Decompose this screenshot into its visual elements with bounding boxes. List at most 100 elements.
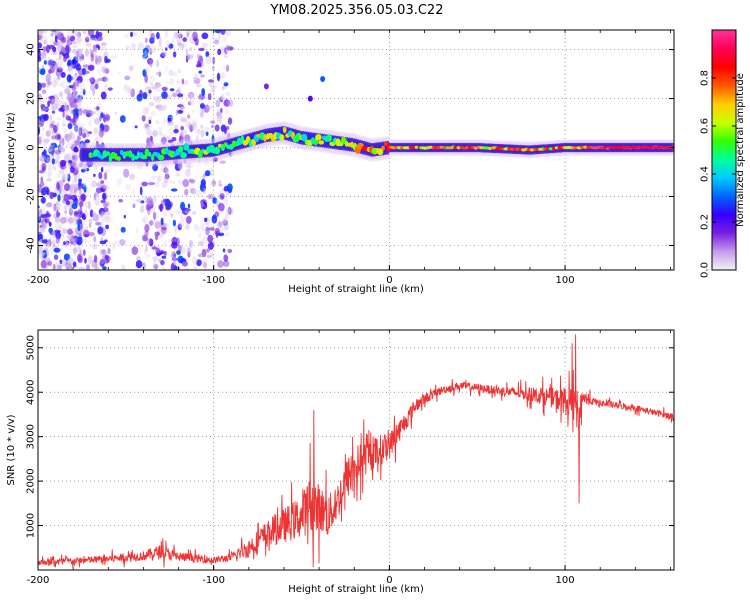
spectrogram-scatter-point [148, 116, 152, 121]
spectrogram-scatter-point [68, 97, 75, 103]
spectrogram-scatter-point [44, 203, 51, 208]
spectrogram-scatter-point [75, 141, 81, 146]
spectrogram-scatter-point [89, 37, 96, 42]
spectrogram-scatter-point [73, 214, 80, 222]
spectrogram-scatter-point [50, 33, 54, 37]
spectrogram-scatter-point [225, 92, 231, 96]
spectrogram-scatter-point [201, 60, 204, 66]
spectrogram-scatter-point [76, 49, 82, 55]
spectrogram-scatter-point [66, 234, 73, 240]
spectrogram-scatter-point [165, 168, 170, 177]
spectrogram-scatter-point [180, 258, 187, 264]
spectrogram-scatter-point [227, 207, 234, 216]
spectrogram-scatter-point [161, 86, 168, 92]
spectrogram-scatter-point [203, 265, 207, 270]
spectrogram-scatter-point [79, 201, 84, 208]
spectrogram-scatter-point [181, 44, 185, 49]
spectrogram-scatter-point [64, 164, 69, 173]
spectrogram-scatter-point [198, 47, 205, 52]
spectrogram-scatter-point [56, 122, 60, 131]
spectrogram-scatter-point [154, 82, 161, 88]
spectrogram-scatter-point [175, 89, 181, 94]
spectrogram-ridge-core [282, 126, 287, 134]
spectrogram-scatter-point [55, 201, 60, 205]
spectrogram-scatter-point [183, 267, 190, 270]
spectrogram-scatter-point [145, 105, 150, 113]
spectrogram-scatter-point [64, 210, 67, 215]
spectrogram-scatter-point [170, 213, 174, 218]
spectrogram-scatter-point [76, 75, 83, 84]
spectrogram-scatter-point [40, 176, 44, 185]
spectrogram-scatter-point [73, 237, 78, 243]
spectrogram-ridge-core [315, 134, 322, 141]
spectrogram-scatter-point [40, 206, 46, 215]
spectrogram-scatter-point [79, 206, 83, 215]
spectrogram-scatter-point [71, 234, 74, 243]
spectrogram-scatter-point [211, 33, 216, 41]
spectrogram-scatter-point [51, 240, 56, 248]
spectrogram-scatter-point [168, 180, 176, 185]
spectrogram-scatter-point [66, 263, 73, 270]
spectrogram-scatter-point [49, 115, 53, 122]
spectrogram-scatter-point [88, 218, 92, 226]
spectrogram-scatter-point [149, 82, 154, 87]
spectrogram-scatter-point [186, 32, 190, 38]
spectrogram-scatter-point [171, 92, 178, 98]
spectrogram-scatter-point [97, 55, 102, 63]
spectrogram-scatter-point [78, 58, 82, 63]
spectrogram-scatter-point [47, 218, 50, 224]
spectrogram-scatter-point [94, 83, 99, 90]
spectrogram-scatter-point [100, 199, 106, 204]
spectrogram-scatter-point [204, 170, 211, 177]
spectrogram-scatter-point [38, 184, 42, 193]
spectrogram-scatter-point [222, 248, 226, 253]
spectrogram-scatter-point [223, 82, 229, 87]
spectrogram-scatter-point [67, 204, 73, 208]
spectrogram-scatter-point [79, 92, 84, 96]
spectrogram-scatter-point [88, 218, 94, 222]
spectrogram-scatter-point [85, 132, 91, 137]
spectrogram-scatter-point [50, 30, 54, 35]
spectrogram-scatter-point [72, 90, 76, 96]
spectrogram-scatter-point [172, 51, 177, 58]
spectrogram-scatter-point [88, 119, 92, 128]
spectrogram-scatter-point [194, 225, 201, 232]
spectrogram-scatter-point [170, 71, 178, 77]
spectrogram-scatter-point [150, 111, 157, 117]
colorbar-tick-label: 0.0 [700, 262, 711, 278]
spectrogram-scatter-point [71, 178, 77, 187]
colorbar-tick-label: 0.2 [700, 214, 711, 230]
spectrogram-scatter-point [162, 198, 169, 203]
spectrogram-scatter-point [208, 79, 214, 83]
spectrogram-scatter-point [73, 186, 78, 194]
spectrogram-scatter-point [83, 58, 87, 67]
spectrogram-scatter-point [171, 241, 178, 249]
spectrogram-scatter-point [123, 214, 127, 219]
spectrogram-scatter-point [160, 260, 165, 266]
spectrogram-scatter-point [77, 37, 82, 43]
spectrogram-scatter-point [84, 139, 91, 144]
spectrogram-scatter-point [45, 74, 52, 82]
spectrogram-scatter-point [156, 95, 162, 104]
spectrogram-scatter-point [71, 162, 77, 168]
spectrogram-scatter-point [53, 203, 57, 212]
spectrogram-scatter-point [75, 66, 80, 71]
spectrogram-scatter-point [227, 248, 233, 254]
spectrogram-scatter-point [78, 53, 85, 61]
spectrogram-scatter-point [187, 162, 192, 171]
spectrogram-scatter-point [223, 196, 228, 206]
snr-y-tick-label: 2000 [26, 468, 37, 493]
spectrogram-scatter-point [52, 79, 57, 88]
spectrogram-scatter-point [46, 156, 51, 166]
spectrogram-scatter-point [40, 55, 47, 61]
spectrogram-scatter-point [160, 226, 167, 235]
spectrogram-ridge-core [214, 146, 221, 155]
spectrogram-scatter-point [78, 127, 83, 131]
spectrogram-scatter-point [87, 254, 93, 261]
spectrogram-scatter-point [142, 216, 149, 225]
spectrogram-scatter-point [207, 234, 214, 243]
spectrogram-scatter-point [64, 261, 72, 270]
spectrogram-scatter-point [54, 149, 61, 155]
spectrogram-scatter-point [74, 127, 78, 133]
